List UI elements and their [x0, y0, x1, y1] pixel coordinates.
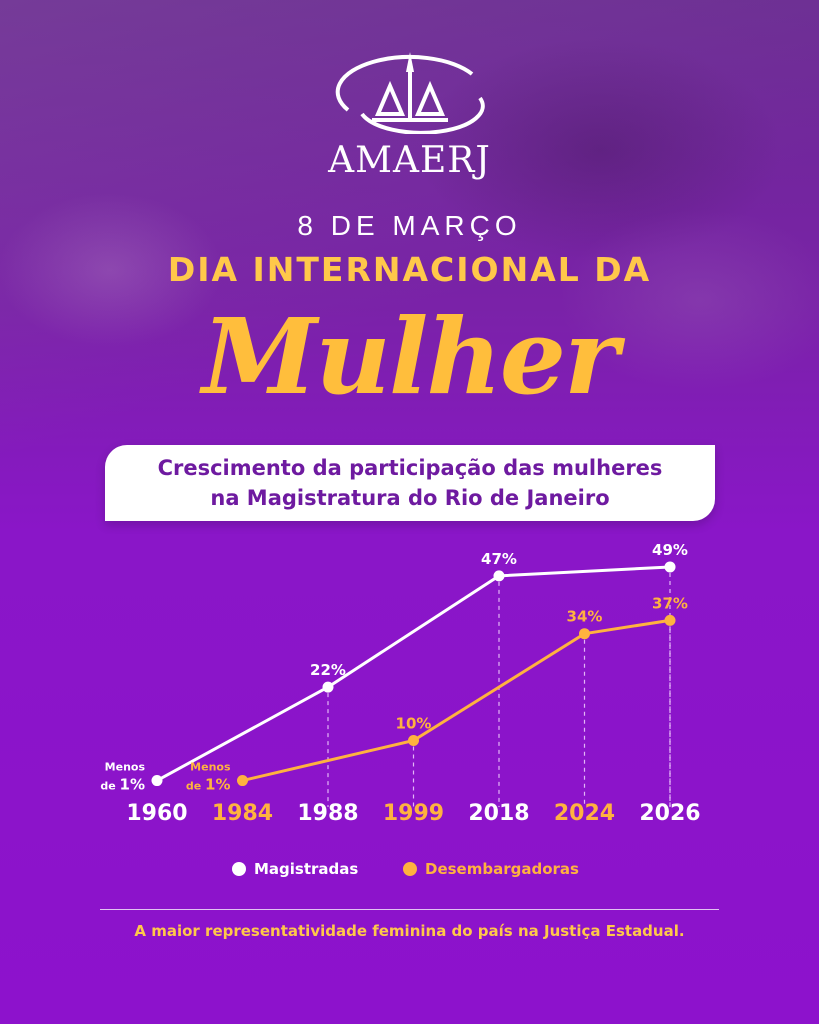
x-tick-label-2024: 2024: [554, 801, 615, 826]
footer-text: A maior representatividade feminina do p…: [134, 922, 685, 940]
script-title: Mulher: [202, 295, 619, 418]
legend-dot-icon: [403, 862, 417, 876]
legend-item-magistradas: Magistradas: [232, 860, 358, 878]
data-label-magistradas-2018: 47%: [481, 550, 517, 568]
data-label-desembargadoras-2024: 34%: [567, 608, 603, 626]
x-tick-label-1999: 1999: [383, 801, 444, 826]
data-point-desembargadoras-2024: [579, 628, 590, 640]
series-line-desembargadoras: [242, 618, 671, 783]
chart-legend: Magistradas Desembargadoras: [0, 860, 819, 884]
subtitle-line-1: Crescimento da participação das mulheres: [157, 456, 663, 480]
x-tick-label-1984: 1984: [212, 801, 273, 826]
legend-label: Desembargadoras: [425, 860, 579, 878]
legend-dot-icon: [232, 862, 246, 876]
x-tick-label-2018: 2018: [468, 801, 529, 826]
event-date: 8 DE MARÇO: [297, 210, 522, 241]
subtitle-line-2: na Magistratura do Rio de Janeiro: [210, 486, 610, 510]
data-point-magistradas-2018: [493, 570, 505, 582]
data-point-desembargadoras-1999: [408, 735, 419, 746]
data-label-desembargadoras-1999: 10%: [396, 715, 432, 733]
x-tick-label-1960: 1960: [126, 801, 187, 826]
subtitle-box: Crescimento da participação das mulheres…: [105, 445, 715, 521]
data-label-desembargadoras-2026: 37%: [652, 594, 688, 612]
series-line-magistradas: [156, 565, 671, 782]
data-label-magistradas-1960-line1: Menos: [105, 761, 146, 774]
data-label-desembargadoras-1984-line1: Menos: [190, 761, 231, 774]
legend-label: Magistradas: [254, 860, 359, 878]
data-point-desembargadoras-2026: [664, 614, 676, 626]
x-tick-label-1988: 1988: [297, 801, 358, 826]
data-label-magistradas-1960-line2: de 1%: [100, 776, 145, 794]
data-point-magistradas-2026: [664, 561, 676, 573]
headline: DIA INTERNACIONAL DA: [167, 250, 652, 289]
amaerj-logo-icon: [335, 52, 485, 134]
data-point-magistradas-1988: [322, 681, 334, 693]
data-label-magistradas-1988: 22%: [310, 661, 346, 679]
data-point-magistradas-1960: [151, 775, 163, 787]
legend-item-desembargadoras: Desembargadoras: [403, 860, 579, 878]
brand-name: AMAERJ: [328, 140, 491, 181]
data-label-desembargadoras-1984-line2: de 1%: [186, 776, 231, 794]
data-point-desembargadoras-1984: [237, 775, 248, 787]
line-chart: Menos de 1% 22% 47% 49% Menos de 1% 10% 34% 37% 19…: [100, 541, 700, 826]
x-tick-label-2026: 2026: [639, 801, 700, 826]
footer-divider: [100, 909, 719, 910]
data-label-magistradas-2026: 49%: [652, 541, 688, 559]
